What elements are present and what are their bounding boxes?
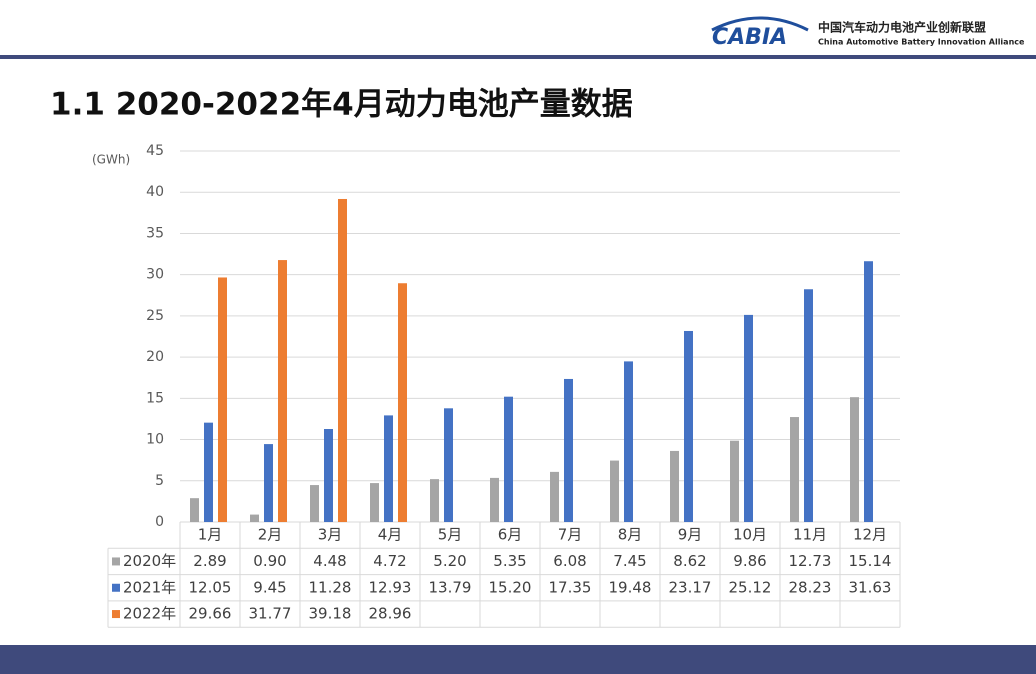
bar (790, 417, 799, 522)
table-value: 28.96 (369, 605, 412, 623)
x-tick-label: 2月 (258, 526, 283, 544)
bar (670, 450, 679, 522)
x-tick-label: 10月 (733, 526, 767, 544)
table-value: 9.86 (733, 552, 766, 570)
y-tick-label: 10 (146, 432, 164, 448)
table-value: 19.48 (609, 578, 652, 596)
table-value: 12.93 (369, 578, 412, 596)
bar (204, 422, 213, 522)
table-value: 7.45 (613, 552, 646, 570)
bar (444, 408, 453, 522)
header-rule (0, 55, 1036, 59)
table-value: 13.79 (429, 578, 472, 596)
bar (190, 498, 199, 522)
bar (850, 397, 859, 522)
table-value: 5.20 (433, 552, 466, 570)
bar (370, 483, 379, 522)
table-value: 28.23 (789, 578, 832, 596)
bar (804, 289, 813, 522)
bar (730, 440, 739, 522)
table-value: 31.63 (849, 578, 892, 596)
table-value: 4.72 (373, 552, 406, 570)
x-tick-label: 11月 (793, 526, 827, 544)
table-value: 0.90 (253, 552, 286, 570)
y-tick-label: 20 (146, 349, 164, 365)
y-tick-label: 45 (146, 143, 164, 159)
bar (398, 283, 407, 522)
table-value: 23.17 (669, 578, 712, 596)
table-value: 11.28 (309, 578, 352, 596)
table-value: 12.05 (189, 578, 232, 596)
table-value: 17.35 (549, 578, 592, 596)
legend-label: 2022年 (123, 605, 176, 623)
legend-label: 2021年 (123, 578, 176, 596)
x-tick-label: 3月 (318, 526, 343, 544)
x-tick-label: 6月 (498, 526, 523, 544)
y-tick-label: 35 (146, 225, 164, 241)
table-value: 39.18 (309, 605, 352, 623)
bar (610, 460, 619, 522)
bar (278, 260, 287, 522)
logo: CABIA (712, 25, 787, 50)
org-cn: 中国汽车动力电池产业创新联盟 (818, 20, 986, 35)
table-value: 31.77 (249, 605, 292, 623)
bar (264, 444, 273, 522)
table-value: 8.62 (673, 552, 706, 570)
bar (564, 378, 573, 522)
legend-swatch (112, 610, 120, 619)
table-value: 9.45 (253, 578, 286, 596)
y-tick-label: 40 (146, 184, 164, 200)
table-value: 15.20 (489, 578, 532, 596)
bar (490, 477, 499, 522)
x-tick-label: 9月 (678, 526, 703, 544)
x-tick-label: 8月 (618, 526, 643, 544)
bar (684, 330, 693, 522)
y-tick-label: 0 (155, 514, 164, 530)
y-tick-label: 5 (155, 473, 164, 489)
table-value: 25.12 (729, 578, 772, 596)
logo-arc (711, 16, 809, 32)
y-tick-label: 25 (146, 308, 164, 324)
table-value: 12.73 (789, 552, 832, 570)
table-value: 6.08 (553, 552, 586, 570)
y-tick-label: 15 (146, 390, 164, 406)
legend-label: 2020年 (123, 552, 176, 570)
footer-band (0, 645, 1036, 674)
bar (624, 361, 633, 522)
bar (744, 314, 753, 522)
x-tick-label: 5月 (438, 526, 463, 544)
table-value: 15.14 (849, 552, 892, 570)
bar (324, 429, 333, 522)
bar (218, 277, 227, 522)
x-tick-label: 12月 (853, 526, 887, 544)
legend-swatch (112, 583, 120, 592)
bar (310, 485, 319, 522)
table-value: 29.66 (189, 605, 232, 623)
bar (864, 261, 873, 522)
org-en: China Automotive Battery Innovation Alli… (818, 38, 1025, 47)
bar (430, 479, 439, 522)
bar (550, 471, 559, 522)
y-tick-label: 30 (146, 267, 164, 283)
table-value: 5.35 (493, 552, 526, 570)
table-value: 4.48 (313, 552, 346, 570)
x-tick-label: 4月 (378, 526, 403, 544)
bar (384, 415, 393, 522)
bar (338, 198, 347, 522)
y-axis-label: (GWh) (92, 153, 130, 167)
legend-swatch (112, 557, 120, 566)
x-tick-label: 1月 (198, 526, 223, 544)
bar (250, 514, 259, 522)
bar (504, 396, 513, 522)
table-value: 2.89 (193, 552, 226, 570)
x-tick-label: 7月 (558, 526, 583, 544)
chart-title: 1.1 2020-2022年4月动力电池产量数据 (50, 87, 633, 123)
